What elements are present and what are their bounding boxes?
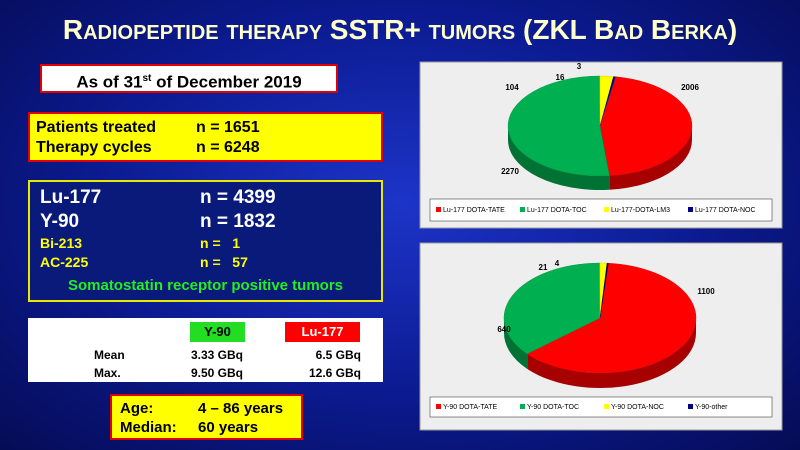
legend-swatch bbox=[436, 207, 441, 212]
isotopes-box: Lu-177 n = 4399 Y-90 n = 1832 Bi-213 n = 1 AC-… bbox=[28, 180, 383, 302]
age-label: Age: bbox=[120, 400, 154, 417]
legend-swatch bbox=[604, 404, 609, 409]
pie-side bbox=[504, 318, 528, 369]
date-suffix: of December 2019 bbox=[156, 72, 302, 92]
isotope-name: AC-225 bbox=[40, 254, 89, 270]
isotope-name: Bi-213 bbox=[40, 235, 83, 251]
legend-box bbox=[429, 396, 773, 418]
header-lu177: Lu-177 bbox=[285, 322, 360, 342]
row-label: Therapy cycles bbox=[36, 139, 152, 156]
patients-box: Patients treated n = 1651 Therapy cycles n … bbox=[28, 112, 383, 162]
row-label: Patients treated bbox=[36, 119, 157, 136]
legend-swatch bbox=[688, 207, 693, 212]
isotope-count: n = 4399 bbox=[200, 187, 276, 208]
table-y90: 9.50 GBq bbox=[190, 366, 243, 380]
legend-swatch bbox=[688, 404, 693, 409]
date-prefix: As of 31 bbox=[76, 72, 143, 92]
pie-side bbox=[508, 126, 610, 190]
isotope-name: Lu-177 bbox=[40, 187, 102, 208]
isotope-count: n = 1832 bbox=[200, 211, 276, 232]
slide-title: Radiopeptide therapy SSTR+ tumors (ZKL B… bbox=[62, 14, 738, 45]
age-label: Median: bbox=[120, 419, 177, 436]
pie-slice bbox=[599, 76, 617, 127]
isotope-row: Bi-213 n = 1 bbox=[40, 234, 371, 253]
date-sup: st bbox=[142, 73, 152, 84]
header-y90: Y-90 bbox=[190, 322, 245, 342]
isotope-count: n = 1 bbox=[200, 235, 241, 251]
data-label: 3 bbox=[577, 62, 582, 71]
row-value: n = 6248 bbox=[196, 139, 260, 156]
legend-label: Y-90-other bbox=[695, 404, 728, 411]
age-value: 60 years bbox=[198, 419, 259, 436]
table-y90: 3.33 GBq bbox=[190, 348, 243, 362]
data-label: 21 bbox=[539, 263, 548, 272]
pie-slice bbox=[503, 262, 601, 355]
table-label: Mean bbox=[94, 348, 125, 362]
age-row: Median: 60 years bbox=[120, 418, 293, 437]
table-label: Max. bbox=[94, 366, 121, 380]
legend-box bbox=[429, 198, 773, 222]
isotope-row: Y-90 n = 1832 bbox=[40, 210, 371, 234]
isotope-count: n = 57 bbox=[200, 254, 248, 270]
legend-label: Lu-177-DOTA-LM3 bbox=[611, 207, 670, 214]
data-label: 640 bbox=[497, 325, 511, 334]
age-box: Age: 4 – 86 years Median: 60 years bbox=[110, 394, 303, 440]
legend-label: Y-90 DOTA-NOC bbox=[611, 404, 664, 411]
row-value: n = 1651 bbox=[196, 119, 260, 136]
patients-row: Patients treated n = 1651 bbox=[36, 118, 375, 138]
table-lu177: 6.5 GBq bbox=[315, 348, 361, 362]
pie-slice bbox=[599, 262, 609, 319]
legend-label: Lu-177 DOTA-TOC bbox=[527, 207, 587, 214]
isotope-name: Y-90 bbox=[40, 211, 80, 232]
date-box: As of 31st of December 2019 bbox=[40, 64, 338, 93]
legend-swatch bbox=[436, 404, 441, 409]
data-label: 4 bbox=[555, 259, 560, 268]
legend-swatch bbox=[520, 207, 525, 212]
legend-label: Lu-177 DOTA-TATE bbox=[443, 207, 505, 214]
activity-table: Y-90 Lu-177 Mean 3.33 GBq 6.5 GBq Max. 9.50 … bbox=[28, 318, 383, 382]
isotope-row: AC-225 n = 57 bbox=[40, 253, 371, 272]
pie-slice bbox=[526, 263, 697, 374]
age-row: Age: 4 – 86 years bbox=[120, 399, 293, 418]
isotope-row: Lu-177 n = 4399 bbox=[40, 186, 371, 210]
data-label: 1100 bbox=[697, 287, 715, 296]
legend-label: Y-90 DOTA-TOC bbox=[527, 404, 579, 411]
pie-slice bbox=[507, 75, 610, 177]
legend-swatch bbox=[520, 404, 525, 409]
table-lu177: 12.6 GBq bbox=[308, 366, 361, 380]
data-label: 16 bbox=[556, 73, 565, 82]
pie-side bbox=[527, 318, 696, 388]
legend-swatch bbox=[604, 207, 609, 212]
pie-slice bbox=[599, 76, 693, 176]
legend-label: Y-90 DOTA-TATE bbox=[443, 404, 498, 411]
age-value: 4 – 86 years bbox=[198, 400, 284, 417]
data-label: 2270 bbox=[501, 167, 519, 176]
data-label: 104 bbox=[505, 83, 519, 92]
isotope-note: Somatostatin receptor positive tumors bbox=[67, 277, 344, 294]
data-label: 2006 bbox=[681, 83, 699, 92]
legend-label: Lu-177 DOTA-NOC bbox=[695, 207, 756, 214]
pie-side bbox=[609, 126, 692, 190]
patients-row: Therapy cycles n = 6248 bbox=[36, 138, 375, 158]
